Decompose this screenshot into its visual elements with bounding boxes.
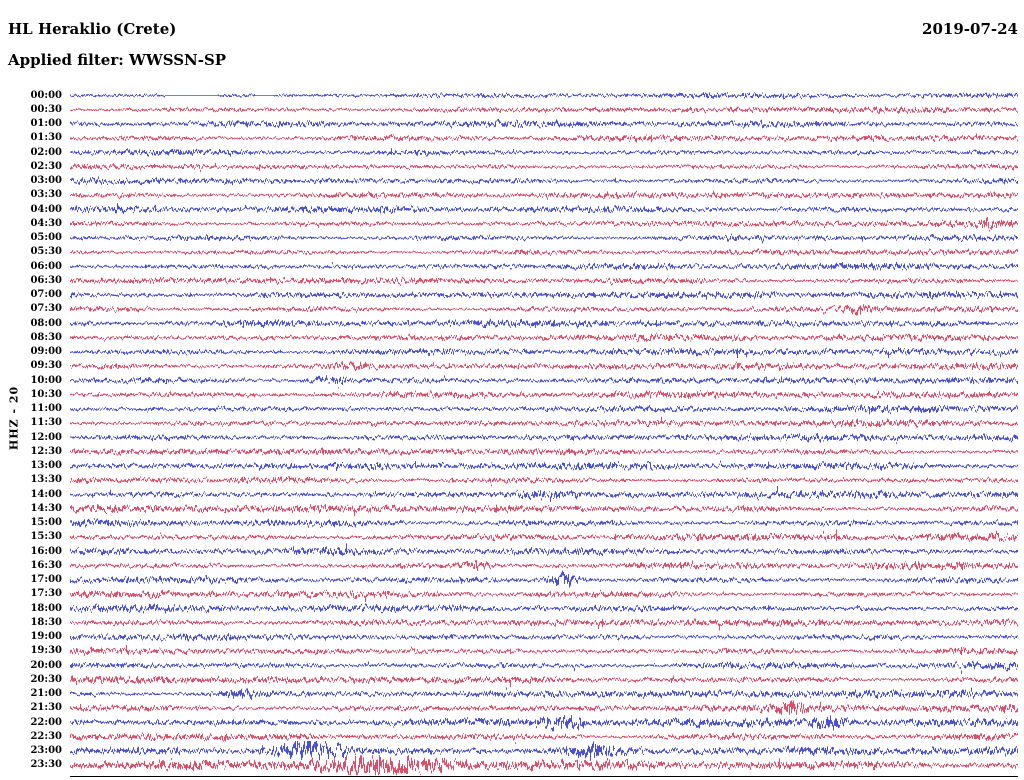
- time-label: 07:30: [30, 303, 62, 315]
- time-label: 16:30: [30, 559, 62, 571]
- time-label: 10:30: [30, 388, 62, 400]
- time-label: 08:30: [30, 331, 62, 343]
- time-label: 12:30: [30, 445, 62, 457]
- time-label: 00:00: [30, 89, 62, 101]
- time-label: 21:00: [30, 688, 62, 699]
- time-label: 21:30: [30, 702, 62, 714]
- time-label: 18:30: [30, 616, 62, 628]
- time-label: 11:00: [30, 403, 62, 414]
- time-label: 16:00: [30, 545, 62, 557]
- time-label: 01:30: [30, 132, 62, 144]
- time-label: 01:00: [30, 118, 62, 129]
- time-label: 20:30: [30, 673, 62, 685]
- time-label: 09:30: [30, 360, 62, 372]
- time-axis: 00:00 00:30 01:00 01:30 02:00 02:30 03:00 03:30…: [0, 0, 64, 780]
- time-label: 04:00: [30, 203, 62, 215]
- time-label: 05:30: [30, 246, 62, 258]
- time-label: 09:00: [30, 346, 62, 357]
- time-label: 03:30: [30, 189, 62, 201]
- time-label: 17:00: [30, 574, 62, 585]
- time-label: 22:30: [30, 730, 62, 742]
- x-axis-line: [70, 776, 1018, 777]
- time-label: 10:00: [30, 374, 62, 386]
- time-label: 15:00: [30, 517, 62, 528]
- time-label: 03:00: [30, 175, 62, 186]
- time-label: 05:00: [30, 232, 62, 243]
- time-label: 02:30: [30, 160, 62, 172]
- time-label: 15:30: [30, 531, 62, 543]
- time-label: 00:30: [30, 103, 62, 115]
- time-label: 18:00: [30, 602, 62, 614]
- time-label: 23:00: [30, 745, 62, 756]
- time-label: 04:30: [30, 217, 62, 229]
- time-label: 14:00: [30, 488, 62, 500]
- time-label: 19:30: [30, 645, 62, 657]
- time-label: 06:30: [30, 274, 62, 286]
- time-label: 08:00: [30, 317, 62, 329]
- time-label: 11:30: [30, 417, 62, 429]
- time-label: 13:00: [30, 460, 62, 471]
- time-label: 13:30: [30, 474, 62, 486]
- time-label: 17:30: [30, 588, 62, 600]
- time-label: 20:00: [30, 659, 62, 671]
- time-label: 12:00: [30, 431, 62, 443]
- time-label: 07:00: [30, 289, 62, 300]
- time-label: 06:00: [30, 260, 62, 272]
- time-label: 19:00: [30, 631, 62, 642]
- time-label: 02:00: [30, 146, 62, 158]
- time-label: 23:30: [30, 759, 62, 771]
- time-label: 22:00: [30, 716, 62, 728]
- time-label: 14:30: [30, 502, 62, 514]
